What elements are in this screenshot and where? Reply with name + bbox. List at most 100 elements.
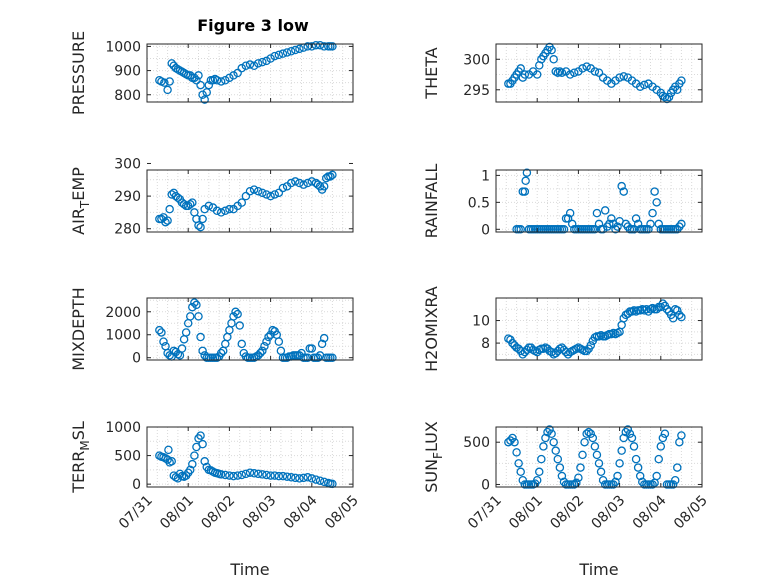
data-point: [588, 433, 598, 443]
data-point: [231, 307, 240, 317]
data-point: [547, 45, 556, 55]
data-point: [258, 188, 267, 198]
data-point: [159, 337, 168, 346]
y-tick-label: 290: [114, 189, 141, 205]
data-point: [611, 477, 620, 487]
data-point: [559, 225, 569, 234]
data-point: [196, 431, 205, 440]
data-point: [274, 337, 284, 346]
data-point: [532, 70, 542, 79]
data-point: [648, 480, 657, 489]
data-point: [594, 219, 604, 229]
data-point: [286, 473, 296, 482]
y-tick-label: 0: [132, 477, 141, 493]
data-point: [508, 433, 517, 443]
data-point: [173, 193, 183, 202]
y-axis-label-part: AIR: [69, 208, 88, 235]
data-point: [521, 176, 530, 186]
data-point: [249, 469, 259, 478]
data-point: [190, 73, 199, 83]
y-tick-label: 8: [481, 336, 490, 352]
data-point: [167, 457, 176, 466]
data-point: [557, 471, 567, 481]
data-point: [535, 467, 544, 477]
data-point: [194, 221, 203, 230]
data-point: [295, 178, 304, 188]
data-point: [307, 344, 317, 353]
data-point: [600, 206, 610, 215]
data-point: [299, 180, 308, 189]
data-point: [241, 191, 251, 201]
data-point: [264, 332, 273, 342]
data-point: [311, 40, 321, 50]
data-point: [668, 480, 678, 489]
data-point: [198, 90, 207, 100]
data-point: [188, 198, 197, 207]
data-point: [596, 467, 606, 477]
data-point: [241, 61, 251, 71]
data-point: [619, 72, 628, 81]
data-point: [613, 471, 622, 481]
data-point: [274, 50, 284, 60]
y-tick-label: 280: [114, 222, 141, 238]
data-point: [326, 172, 335, 181]
data-point: [311, 475, 321, 484]
x-axis-label: Time: [229, 560, 269, 579]
data-point: [547, 347, 556, 357]
data-point: [660, 92, 670, 102]
data-point: [646, 219, 655, 229]
data-point: [167, 59, 176, 68]
data-point: [547, 429, 556, 439]
data-point: [514, 459, 523, 468]
data-point: [196, 80, 205, 90]
data-point: [512, 448, 521, 457]
data-point: [658, 299, 668, 308]
subplot-theta: 295 300 THETA: [422, 42, 703, 104]
data-point: [631, 214, 641, 223]
data-point: [537, 454, 546, 464]
y-tick-label: 2000: [105, 305, 141, 321]
axes-box: [146, 43, 354, 103]
data-point: [660, 429, 670, 439]
data-point: [609, 480, 618, 489]
y-axis-label: TERRMSL: [69, 421, 92, 494]
data-point: [299, 473, 308, 483]
data-point: [260, 341, 269, 351]
data-point: [551, 446, 560, 455]
data-point: [315, 476, 325, 485]
data-point: [522, 345, 532, 355]
data-point: [328, 170, 337, 180]
data-point: [161, 217, 170, 227]
data-point: [245, 186, 255, 196]
data-point: [586, 429, 596, 439]
data-point: [186, 465, 195, 475]
data-point: [216, 470, 226, 479]
data-point: [555, 463, 565, 472]
subplot-rainfall: 0 0.5 1 RAINFALL: [422, 164, 703, 238]
data-point: [237, 470, 247, 480]
axes-box: [146, 426, 354, 488]
data-point: [317, 339, 327, 349]
data-point: [164, 445, 173, 455]
data-point: [237, 63, 247, 73]
data-point: [520, 70, 530, 79]
data-point: [652, 198, 661, 207]
data-point: [186, 312, 195, 321]
data-point: [157, 328, 166, 337]
data-point: [654, 219, 663, 229]
data-point: [541, 433, 550, 443]
data-point: [590, 67, 600, 76]
y-axis-label-subscript: M: [78, 440, 92, 450]
data-point: [295, 474, 304, 483]
data-point: [266, 54, 275, 63]
data-point: [303, 353, 312, 362]
data-point: [291, 45, 300, 55]
data-point: [584, 427, 593, 437]
y-axis-label: MIXDEPTH: [69, 287, 88, 370]
data-point: [303, 178, 312, 188]
data-point: [241, 469, 251, 479]
data-point: [313, 180, 323, 189]
data-point: [619, 187, 628, 196]
data-point: [200, 457, 209, 466]
